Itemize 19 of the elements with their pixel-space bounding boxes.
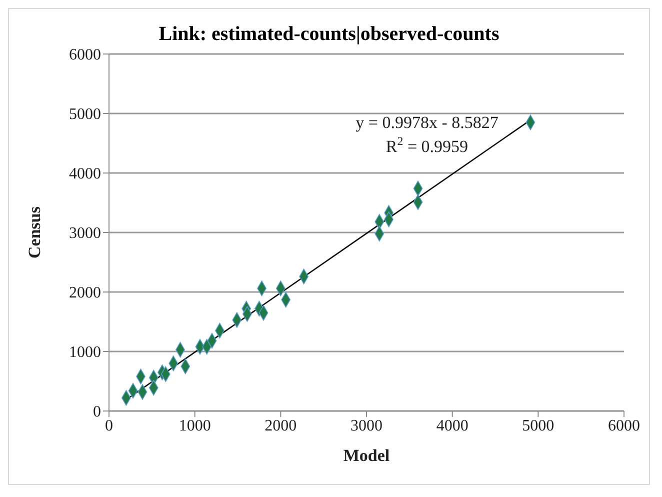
- y-tick-label: 2000: [69, 284, 101, 302]
- x-tick-label: 4000: [436, 417, 468, 434]
- x-tick-label: 6000: [608, 417, 640, 434]
- y-tick-label: 4000: [69, 166, 101, 183]
- y-axis-title: Census: [25, 206, 44, 258]
- annotation: R$^{2}$ = 0.9959: [386, 134, 468, 156]
- x-axis-title: Model: [343, 446, 390, 465]
- y-tick-label: 3000: [69, 225, 101, 242]
- chart-title: Link: estimated-counts|observed-counts: [158, 23, 500, 46]
- x-tick-label: 3000: [350, 417, 382, 434]
- y-tick-label: 6000: [69, 46, 101, 64]
- x-tick-label: 1000: [178, 417, 211, 434]
- y-tick-label: 5000: [69, 106, 101, 124]
- x-tick-label: 0: [105, 417, 113, 434]
- y-tick-label: 1000: [69, 344, 101, 362]
- annotation: y = 0.9978x - 8.5827: [356, 113, 499, 132]
- y-tick-label: 0: [93, 404, 101, 421]
- x-tick-label: 5000: [522, 417, 554, 434]
- x-tick-label: 2000: [264, 417, 297, 434]
